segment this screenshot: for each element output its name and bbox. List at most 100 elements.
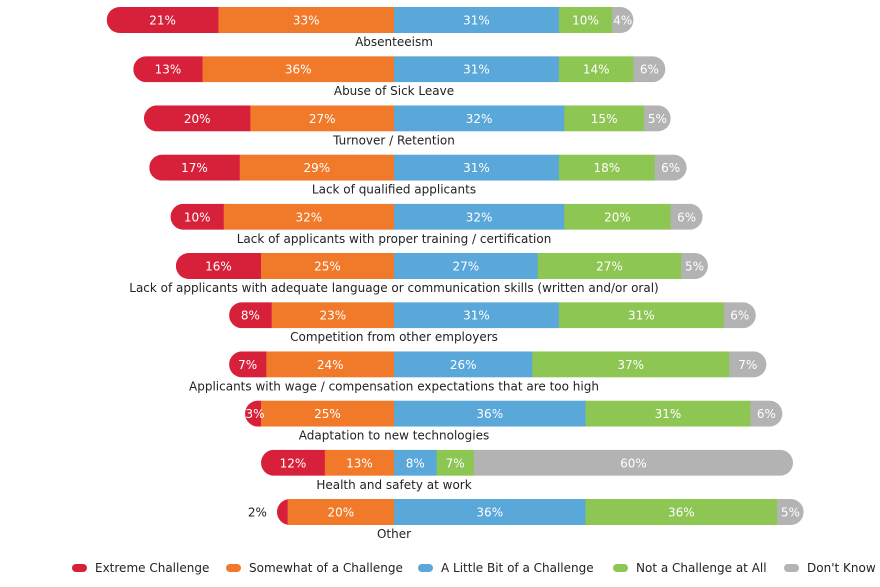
- value-label: 12%: [280, 456, 307, 470]
- value-label: 4%: [613, 14, 632, 28]
- bar-segment-not-a-challenge: [558, 56, 634, 83]
- bar-segment-extreme: [229, 302, 273, 329]
- bar-segment-not-a-challenge: [532, 351, 730, 378]
- bar-segment-somewhat: [287, 499, 395, 525]
- value-label: 60%: [620, 456, 647, 470]
- bar-segment-dont-know: [750, 400, 783, 427]
- category-label: Lack of applicants with proper training …: [237, 232, 552, 246]
- bar-segment-not-a-challenge: [558, 7, 613, 33]
- legend-swatch-dont-know: [784, 564, 799, 572]
- bar-segment-not-a-challenge: [564, 203, 672, 230]
- value-label: 6%: [757, 407, 776, 421]
- bar-segment-extreme: [143, 105, 251, 132]
- bar-segment-little-bit: [394, 351, 533, 378]
- bar-segment-somewhat: [324, 449, 395, 476]
- legend-swatch-extreme: [72, 564, 87, 572]
- value-label: 29%: [304, 161, 331, 175]
- value-label: 36%: [285, 63, 312, 77]
- bar-segment-not-a-challenge: [585, 499, 778, 525]
- bar-segment-dont-know: [729, 351, 767, 378]
- bar-row: 13% 36% 31% 14% 6% Abuse of Sick Leave: [133, 56, 666, 98]
- bar-segment-somewhat: [261, 253, 395, 279]
- bar-segment-not-a-challenge: [558, 154, 656, 181]
- category-label: Lack of qualified applicants: [312, 183, 476, 197]
- value-label: 31%: [628, 309, 655, 323]
- bar-segment-extreme: [261, 449, 326, 476]
- category-label: Lack of applicants with adequate languag…: [129, 281, 658, 295]
- value-label: 14%: [583, 63, 610, 77]
- bar-row: 12% 13% 8% 7% 60% Health and safety at work: [261, 449, 793, 492]
- bar-segment-extreme: [170, 203, 225, 230]
- bar-segment-dont-know: [777, 499, 804, 525]
- value-label: 8%: [406, 456, 425, 470]
- bar-segment-little-bit: [394, 105, 565, 132]
- bar-segment-not-a-challenge: [585, 400, 751, 427]
- value-label: 6%: [640, 63, 659, 77]
- value-label: 31%: [463, 63, 490, 77]
- bar-row: 2% 20% 36% 36% 5% Other: [248, 499, 804, 541]
- bar-row: 3% 25% 36% 31% 6% Adaptation to new technolog…: [245, 400, 783, 443]
- bar-segment-extreme: [276, 499, 289, 525]
- value-label: 26%: [450, 358, 477, 372]
- bar-row: 21% 33% 31% 10% 4% Absenteeism: [106, 7, 634, 49]
- value-label: 31%: [463, 14, 490, 28]
- bar-row: 8% 23% 31% 31% 6% Competition from other empl…: [229, 302, 756, 344]
- value-label: 21%: [149, 14, 176, 28]
- value-label: 6%: [730, 309, 749, 323]
- bar-segment-dont-know: [723, 302, 756, 329]
- bar-segment-extreme: [175, 253, 262, 279]
- value-label: 33%: [293, 14, 320, 28]
- bar-row: 20% 27% 32% 15% 5% Turnover / Retention: [143, 105, 671, 147]
- legend-swatch-somewhat: [226, 564, 241, 572]
- value-label: 20%: [604, 210, 631, 224]
- bar-segment-somewhat: [250, 105, 395, 132]
- value-label: 7%: [446, 456, 465, 470]
- value-label: 8%: [241, 309, 260, 323]
- bar-row: 10% 32% 32% 20% 6% Lack of applicants with pr…: [170, 203, 703, 246]
- legend-label: Somewhat of a Challenge: [249, 561, 403, 575]
- bar-row: 7% 24% 26% 37% 7% Applicants with wage / comp…: [189, 351, 767, 393]
- value-label: 37%: [617, 358, 644, 372]
- legend-item-little-bit: A Little Bit of a Challenge: [418, 556, 594, 580]
- value-label: 3%: [245, 407, 264, 421]
- bar-segment-not-a-challenge: [436, 449, 475, 476]
- value-label: 18%: [593, 161, 620, 175]
- bar-segment-little-bit: [394, 253, 539, 279]
- bar-row: 17% 29% 31% 18% 6% Lack of qualified applican…: [149, 154, 687, 197]
- value-label: 25%: [314, 407, 341, 421]
- value-label: 6%: [677, 210, 696, 224]
- value-label: 31%: [463, 309, 490, 323]
- bar-segment-little-bit: [394, 154, 560, 181]
- legend-label: Extreme Challenge: [95, 561, 210, 575]
- value-label: 31%: [655, 407, 682, 421]
- value-label: 27%: [452, 260, 479, 274]
- value-label: 36%: [476, 506, 503, 520]
- bar-segment-dont-know: [612, 7, 634, 33]
- value-label: 10%: [184, 210, 211, 224]
- value-label: 13%: [346, 456, 373, 470]
- bar-segment-little-bit: [394, 56, 560, 83]
- category-label: Abuse of Sick Leave: [334, 84, 454, 98]
- value-label: 20%: [327, 506, 354, 520]
- bar-segment-somewhat: [239, 154, 395, 181]
- bar-segment-extreme: [133, 56, 203, 83]
- category-label: Turnover / Retention: [332, 133, 455, 147]
- value-label: 27%: [596, 260, 623, 274]
- value-label: 7%: [738, 358, 757, 372]
- value-label: 5%: [648, 112, 667, 126]
- legend-label: Don't Know: [807, 561, 876, 575]
- value-label: 23%: [319, 309, 346, 323]
- value-label: 17%: [181, 161, 208, 175]
- bar-segment-somewhat: [202, 56, 395, 83]
- legend-item-dont-know: Don't Know: [784, 556, 876, 580]
- category-label: Health and safety at work: [316, 478, 471, 492]
- value-label: 25%: [314, 260, 341, 274]
- category-label: Absenteeism: [355, 35, 433, 49]
- value-label: 6%: [661, 161, 680, 175]
- bar-segment-dont-know: [633, 56, 666, 83]
- legend-swatch-little-bit: [418, 564, 433, 572]
- bar-segment-somewhat: [261, 400, 395, 427]
- category-label: Applicants with wage / compensation expe…: [189, 379, 599, 393]
- bar-segment-somewhat: [223, 203, 395, 230]
